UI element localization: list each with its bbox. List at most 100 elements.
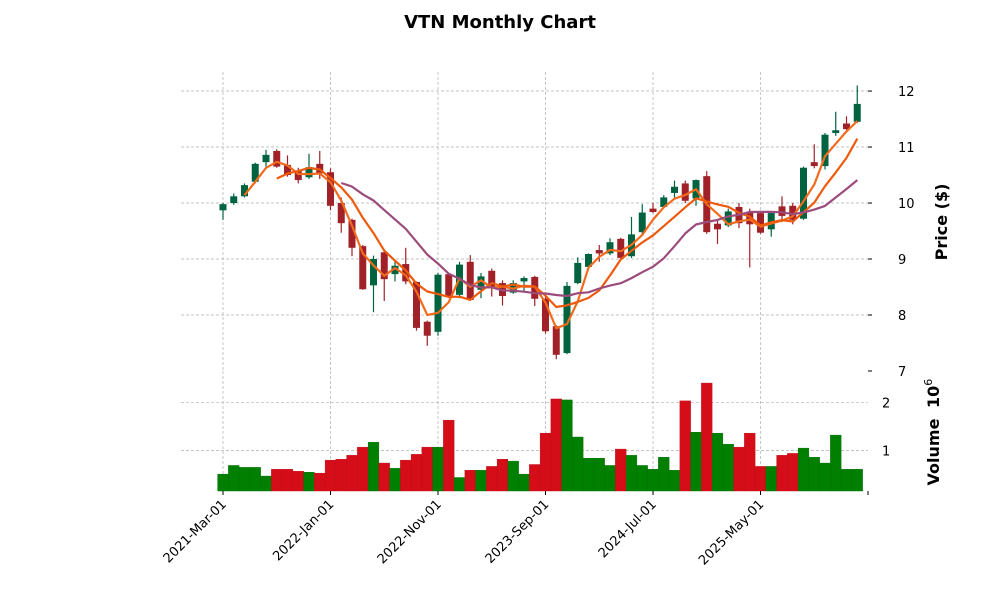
candle-body [284, 164, 291, 176]
price-tick-label: 9 [898, 253, 906, 268]
volume-bar [582, 458, 595, 492]
volume-bar [754, 466, 767, 492]
candle-body [821, 134, 829, 167]
candle-body [552, 326, 560, 355]
volume-bar [701, 382, 713, 492]
volume-bar [238, 467, 251, 492]
candle-body [370, 259, 377, 286]
moving-average-6 [276, 138, 859, 309]
candle-body [606, 242, 614, 254]
x-tick-label: 2022-Jan-01 [270, 497, 337, 564]
volume-bar [518, 473, 530, 492]
volume-bar [529, 464, 541, 492]
x-tick-label: 2025-May-01 [696, 497, 767, 568]
candle-body [714, 223, 721, 230]
volume-bar [249, 467, 261, 492]
volume-bar [281, 469, 294, 492]
volume-bar [303, 472, 315, 492]
chart-title: VTN Monthly Chart [404, 12, 596, 33]
price-tick-label: 12 [898, 85, 915, 100]
candle-body [563, 285, 571, 354]
candle-body [789, 205, 797, 220]
candle-body [348, 219, 356, 248]
candle-body [520, 278, 528, 282]
volume-bar [464, 470, 476, 492]
candle-body [843, 123, 850, 130]
volume-bar [690, 432, 702, 492]
volume-bar [744, 432, 756, 492]
moving-average-3 [243, 120, 859, 330]
volume-bar [335, 458, 347, 492]
volume-bar [486, 466, 498, 492]
volume-bar [808, 457, 820, 492]
volume-bar [432, 446, 444, 492]
volume-bar [539, 432, 552, 492]
volume-bar [378, 462, 390, 492]
volume-bar [797, 447, 810, 492]
candle-body [273, 150, 281, 167]
x-tick-label: 2024-Jul-01 [596, 497, 660, 561]
price-axis-label: Price ($) [932, 184, 951, 261]
volume-exponent-label: 106 [922, 379, 943, 408]
volume-bar [765, 466, 777, 492]
volume-bar [658, 457, 670, 492]
moving-average-12 [340, 179, 858, 298]
price-tick-label: 10 [898, 197, 915, 212]
candle-body [488, 270, 496, 288]
candle-body [251, 163, 259, 182]
candle-body [724, 211, 732, 226]
candle-body [542, 298, 549, 332]
volume-bar [679, 400, 691, 492]
candle-body [466, 261, 474, 300]
volume-bar [475, 470, 487, 492]
volume-bar [840, 469, 853, 492]
candle-body [219, 204, 227, 211]
volume-bar [572, 436, 584, 492]
candle-body [660, 197, 668, 207]
candle-body [413, 281, 420, 328]
candle-body [294, 171, 302, 181]
candle-body [638, 212, 646, 233]
candle-body [800, 167, 807, 219]
volume-bar [271, 469, 283, 492]
volume-bar [787, 453, 799, 492]
volume-tick-label: 1 [882, 445, 890, 460]
price-tick-label: 8 [898, 309, 906, 324]
volume-bar [733, 446, 745, 492]
volume-bar [314, 472, 326, 492]
candle-body [574, 262, 582, 284]
candle-body [853, 103, 861, 122]
candle-body [305, 167, 313, 178]
candle-body [649, 208, 657, 212]
volume-bar [550, 398, 562, 492]
volume-bar [496, 458, 509, 492]
volume-bar [443, 419, 455, 492]
price-tick-label: 11 [898, 141, 915, 156]
volume-bar [593, 458, 605, 492]
volume-bar [711, 432, 724, 492]
candle-body [810, 162, 818, 167]
volume-bar [561, 399, 573, 492]
volume-bar [668, 470, 681, 492]
x-tick-label: 2021-Mar-01 [161, 497, 230, 566]
volume-bar [367, 442, 380, 492]
volume-exponent-power: 6 [922, 379, 935, 386]
volume-bar [346, 455, 358, 492]
volume-bar [217, 473, 229, 492]
volume-bar [722, 444, 734, 492]
candle-body [327, 172, 334, 206]
volume-bar [830, 434, 842, 492]
volume-bar [851, 469, 863, 492]
volume-bar [636, 465, 648, 492]
x-tick-label: 2023-Sep-01 [483, 497, 553, 567]
candle-body [477, 276, 485, 290]
candle-body [778, 206, 786, 216]
price-tick-label: 7 [898, 365, 906, 380]
candle-body [832, 130, 840, 134]
volume-bar [421, 446, 433, 492]
volume-bar [228, 465, 240, 492]
candle-body [757, 213, 764, 233]
volume-bar [389, 468, 401, 492]
candle-body [671, 186, 678, 193]
